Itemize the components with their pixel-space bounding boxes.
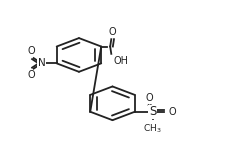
Text: O: O [168,107,176,117]
Text: O: O [146,92,153,103]
Text: O: O [27,46,35,56]
Text: N: N [38,58,46,68]
Text: O: O [27,70,35,80]
Text: CH$_3$: CH$_3$ [143,122,162,135]
Text: O: O [109,27,117,37]
Text: S: S [149,105,156,118]
Text: OH: OH [113,56,128,66]
